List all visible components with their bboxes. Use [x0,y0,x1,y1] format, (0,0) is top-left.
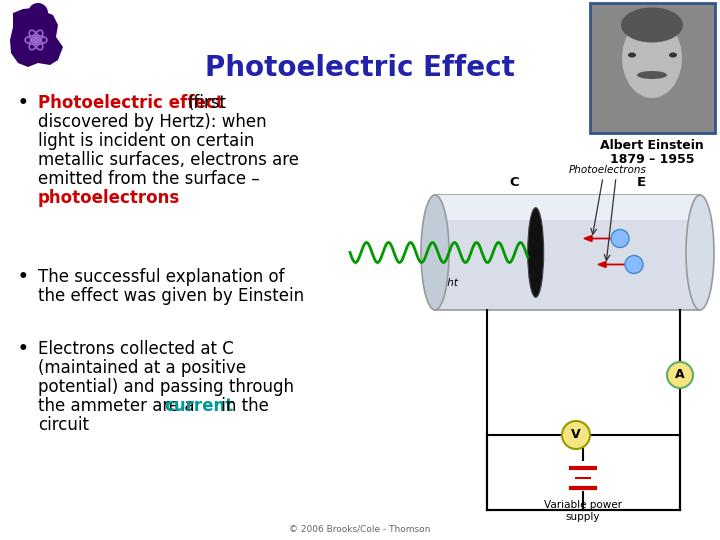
Text: E: E [637,176,647,189]
Polygon shape [10,8,63,67]
Ellipse shape [622,18,682,98]
Text: V: V [571,429,581,442]
Text: Light: Light [433,279,459,288]
Text: emitted from the surface –: emitted from the surface – [38,170,260,188]
Bar [435,195,700,310]
Text: Photoelectric effect: Photoelectric effect [38,94,224,112]
Text: photoelectrons: photoelectrons [38,189,180,207]
Ellipse shape [621,8,683,43]
Text: Photoelectric Effect: Photoelectric Effect [205,54,515,82]
Circle shape [32,36,40,44]
Ellipse shape [686,195,714,310]
Text: light is incident on certain: light is incident on certain [38,132,254,150]
Text: •: • [18,268,29,286]
Ellipse shape [421,195,449,310]
Text: metallic surfaces, electrons are: metallic surfaces, electrons are [38,151,299,169]
Ellipse shape [669,52,677,57]
Text: discovered by Hertz): when: discovered by Hertz): when [38,113,266,131]
Text: 1879 – 1955: 1879 – 1955 [610,153,694,166]
FancyArrow shape [598,261,634,267]
Text: •: • [18,340,29,358]
Ellipse shape [637,71,667,79]
Text: Variable power
supply: Variable power supply [544,500,622,522]
Bar [435,195,700,220]
Circle shape [28,3,48,23]
Text: potential) and passing through: potential) and passing through [38,378,294,396]
Text: Electrons collected at C: Electrons collected at C [38,340,234,358]
Text: © 2006 Brooks/Cole - Thomson: © 2006 Brooks/Cole - Thomson [289,525,431,534]
Text: A: A [675,368,685,381]
Text: The successful explanation of: The successful explanation of [38,268,284,286]
Bar [590,3,715,133]
Text: the ammeter are a: the ammeter are a [38,397,199,415]
Ellipse shape [528,208,544,298]
Text: •: • [18,94,29,112]
Circle shape [562,421,590,449]
Text: Albert Einstein: Albert Einstein [600,139,704,152]
Text: (maintained at a positive: (maintained at a positive [38,359,246,377]
Text: the effect was given by Einstein: the effect was given by Einstein [38,287,304,305]
Text: Photoelectrons: Photoelectrons [569,165,647,175]
Ellipse shape [628,52,636,57]
Circle shape [667,362,693,388]
Text: C: C [510,176,519,189]
Text: in the: in the [216,397,269,415]
Text: current: current [164,397,233,415]
Text: (first: (first [188,94,227,112]
Text: circuit: circuit [38,416,89,434]
Circle shape [625,255,643,273]
FancyArrow shape [584,235,620,241]
Circle shape [611,230,629,247]
